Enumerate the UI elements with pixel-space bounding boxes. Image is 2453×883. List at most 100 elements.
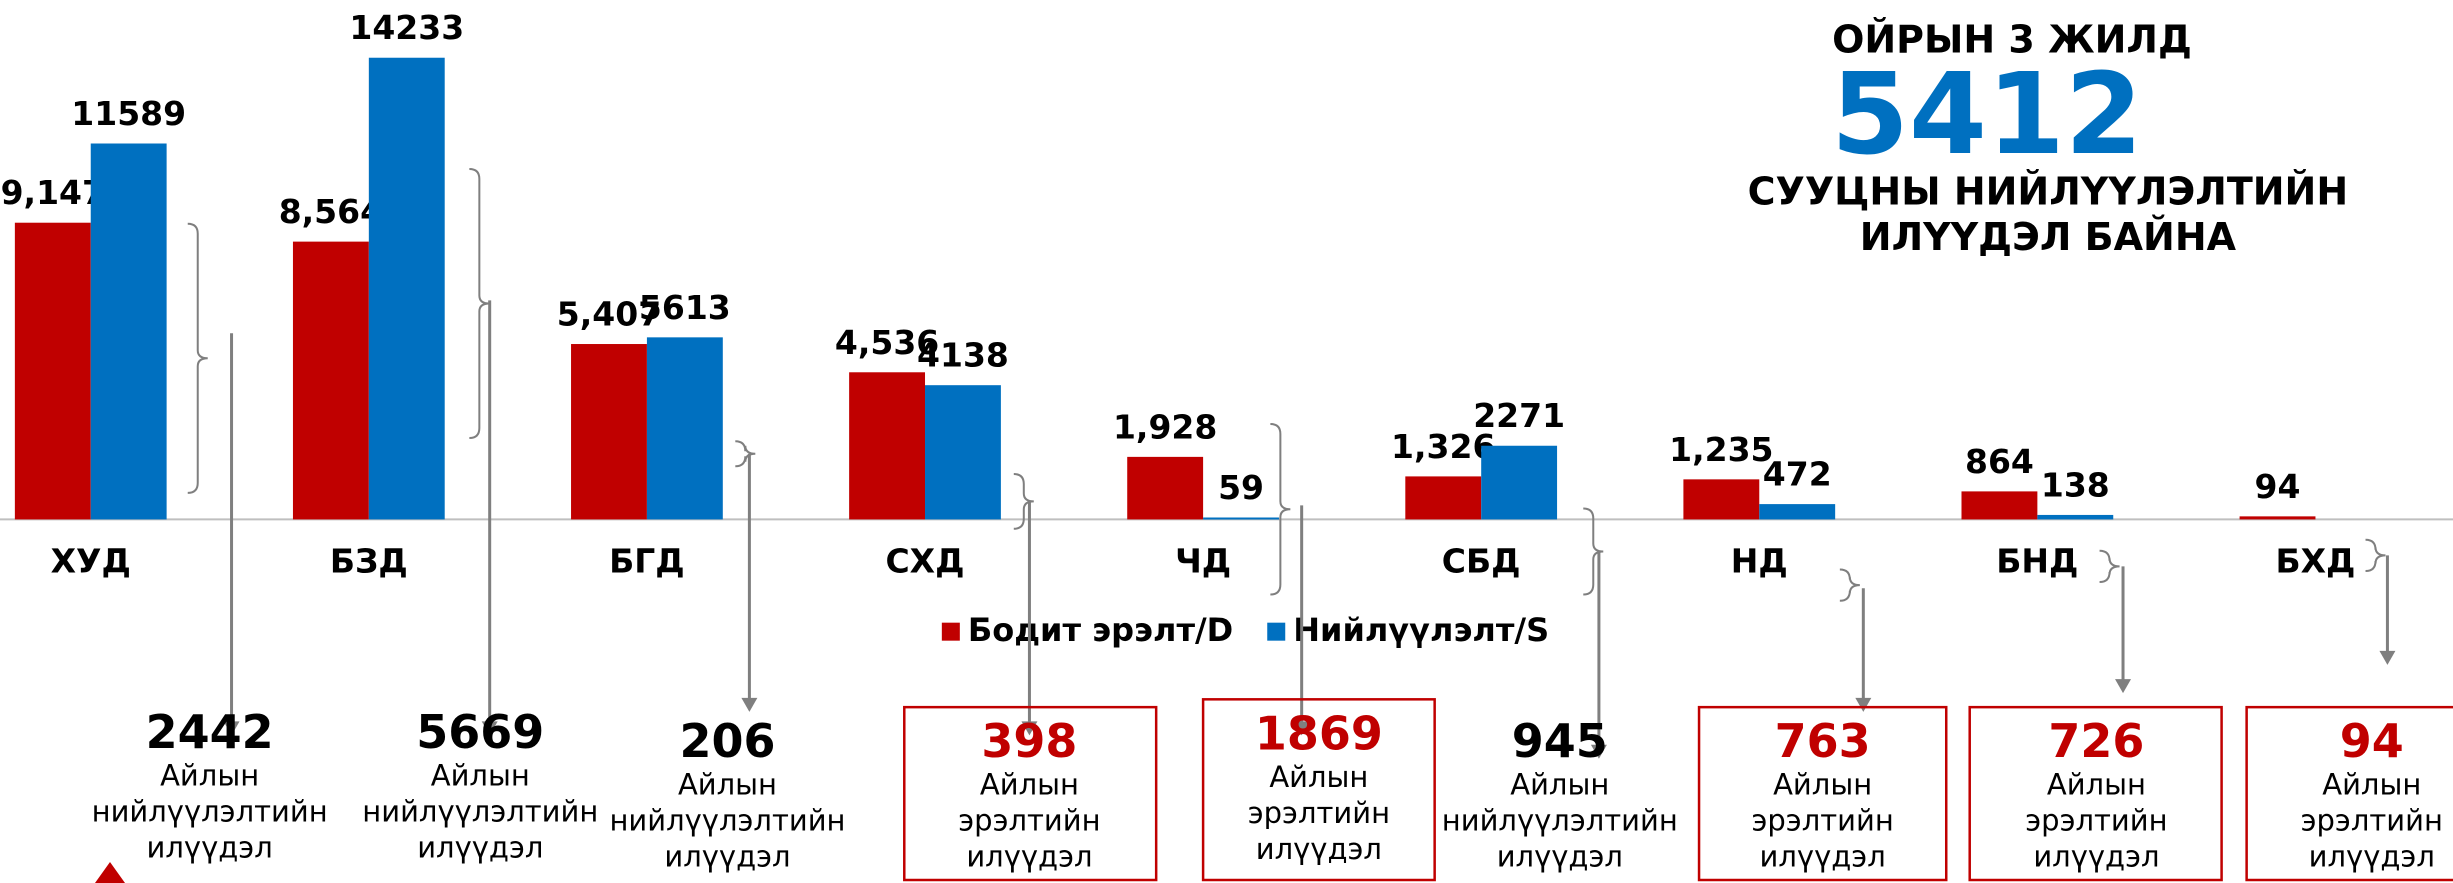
data-label: 2271 xyxy=(1473,396,1565,435)
bracket xyxy=(735,440,756,468)
bracket xyxy=(2365,538,2386,573)
difference-text: эрэлтийн xyxy=(1248,796,1390,830)
headline-number: 5412 xyxy=(1831,50,2143,180)
bracket xyxy=(469,167,490,440)
difference-text: илүүдэл xyxy=(1497,840,1623,874)
difference-box xyxy=(1697,705,1948,882)
bar xyxy=(925,385,1001,520)
bar xyxy=(1203,517,1279,520)
data-label: 5,407 xyxy=(557,295,661,334)
difference-box xyxy=(903,705,1158,882)
data-label: 1,928 xyxy=(1113,407,1217,446)
bar xyxy=(1683,479,1760,520)
bar xyxy=(14,222,91,520)
difference-text: Айлын xyxy=(2047,768,2146,802)
difference-value: 945 xyxy=(1512,714,1608,768)
x-tick-label: БХД xyxy=(2275,542,2355,581)
data-label: 138 xyxy=(2041,465,2110,504)
bar xyxy=(849,372,926,520)
legend-label: Нийлүүлэлт/S xyxy=(1293,611,1549,649)
data-label: 864 xyxy=(1965,442,2034,481)
difference-text: илүүдэл xyxy=(1760,840,1886,874)
arrow-head xyxy=(2115,679,2132,694)
data-label: 1,235 xyxy=(1669,430,1773,469)
x-tick-label: БГД xyxy=(609,542,685,581)
difference-text: эрэлтийн xyxy=(1751,804,1893,838)
difference-text: Айлын xyxy=(160,758,259,792)
x-tick-label: ХУД xyxy=(51,542,131,581)
headline: ИЛҮҮДЭЛ БАЙНА xyxy=(1860,215,2237,259)
data-label: 59 xyxy=(1218,468,1264,507)
difference-value: 5669 xyxy=(416,705,544,759)
difference-text: илүүдэл xyxy=(2309,840,2435,874)
legend-swatch xyxy=(1267,622,1286,641)
bar xyxy=(368,57,445,520)
data-label: 9,147 xyxy=(1,173,105,212)
difference-text: илүүдэл xyxy=(417,830,543,864)
headline: СУУЦНЫ НИЙЛҮҮЛЭЛТИЙН xyxy=(1748,169,2349,213)
difference-text: илүүдэл xyxy=(664,840,790,874)
difference-text: Айлын xyxy=(1510,768,1609,802)
data-label: 1,326 xyxy=(1391,427,1495,466)
bar xyxy=(1961,491,2038,520)
difference-text: эрэлтийн xyxy=(2301,804,2443,838)
difference-value: 94 xyxy=(2340,714,2404,768)
difference-box xyxy=(2245,705,2453,882)
arrow-head xyxy=(741,697,758,712)
difference-text: Айлын xyxy=(980,768,1079,802)
difference-text: илүүдэл xyxy=(966,840,1092,874)
data-label: 472 xyxy=(1763,455,1832,494)
difference-value: 2442 xyxy=(146,705,274,759)
x-tick-label: БНД xyxy=(1996,542,2078,581)
data-label: 14233 xyxy=(349,8,464,47)
difference-value: 1869 xyxy=(1255,706,1383,760)
bar xyxy=(1405,476,1482,520)
difference-text: нийлүүлэлтийн xyxy=(1442,804,1678,838)
difference-value: 206 xyxy=(679,714,775,768)
difference-box xyxy=(1968,705,2223,882)
difference-value: 763 xyxy=(1775,714,1871,768)
x-tick-label: ЧД xyxy=(1175,542,1231,581)
x-tick-label: СБД xyxy=(1442,542,1521,581)
decoration xyxy=(95,862,125,883)
bar xyxy=(1759,504,1836,520)
bar xyxy=(1481,445,1558,520)
bracket xyxy=(1839,568,1860,602)
difference-text: илүүдэл xyxy=(2033,840,2159,874)
difference-text: нийлүүлэлтийн xyxy=(362,794,598,828)
legend-swatch xyxy=(941,622,960,641)
x-tick-label: СХД xyxy=(885,542,964,581)
difference-text: эрэлтийн xyxy=(2025,804,2167,838)
data-label: 4138 xyxy=(917,336,1009,375)
difference-value: 398 xyxy=(981,714,1077,768)
bracket xyxy=(187,222,208,494)
bar xyxy=(571,344,647,520)
arrow-head xyxy=(1590,744,1607,759)
bar xyxy=(2239,516,2316,520)
data-label: 8,564 xyxy=(279,192,383,231)
headline: ОЙРЫН 3 ЖИЛД xyxy=(1832,18,2192,62)
arrow-head xyxy=(481,721,498,736)
difference-text: Айлын xyxy=(1269,760,1368,794)
arrow-head xyxy=(1293,721,1310,736)
difference-text: Айлын xyxy=(1773,768,1872,802)
data-label: 11589 xyxy=(71,94,186,133)
bracket xyxy=(1270,422,1291,596)
difference-text: Айлын xyxy=(431,758,530,792)
difference-text: Айлын xyxy=(678,768,777,802)
arrow-head xyxy=(1021,721,1038,736)
data-label: 94 xyxy=(2255,467,2301,506)
data-label: 4,536 xyxy=(835,323,939,362)
difference-box xyxy=(1201,698,1436,882)
bar xyxy=(90,143,167,520)
difference-text: илүүдэл xyxy=(147,830,273,864)
difference-text: Айлын xyxy=(2322,768,2421,802)
x-tick-label: БЗД xyxy=(330,542,408,581)
arrow-head xyxy=(223,721,240,736)
bar xyxy=(1127,456,1204,520)
data-label: 5613 xyxy=(639,288,731,327)
bar xyxy=(646,337,723,520)
difference-text: эрэлтийн xyxy=(958,804,1100,838)
arrow-head xyxy=(1855,697,1872,712)
